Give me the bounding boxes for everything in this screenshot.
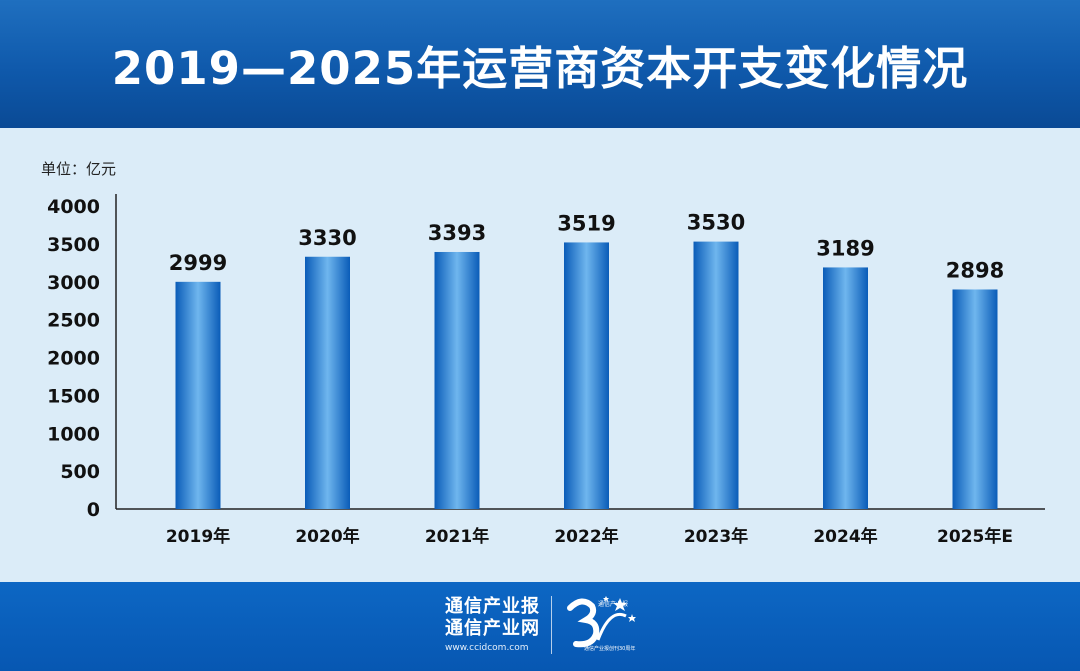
data-label: 3189 [816, 236, 874, 260]
page-title: 2019—2025年运营商资本开支变化情况 [111, 41, 969, 95]
footer-divider [551, 596, 552, 654]
title-banner: 2019—2025年运营商资本开支变化情况 [0, 0, 1080, 128]
data-label: 3530 [687, 211, 745, 235]
y-tick-label: 1500 [47, 385, 100, 407]
bar [823, 267, 868, 509]
bar [175, 281, 221, 509]
y-tick-label: 1000 [47, 423, 100, 445]
x-tick-label: 2020年 [295, 526, 359, 547]
bar [564, 242, 609, 510]
data-label: 3393 [428, 221, 486, 245]
data-label: 3330 [298, 226, 356, 250]
data-label: 2999 [169, 251, 227, 275]
x-tick-label: 2024年 [813, 526, 877, 547]
anniversary-logo-icon [567, 596, 636, 648]
data-label: 2898 [946, 258, 1004, 282]
bar [434, 251, 480, 509]
brand-url: www.ccidcom.com [445, 643, 529, 653]
brand-name-1: 通信产业报 [445, 596, 540, 617]
brand-block: 通信产业报 通信产业网 www.ccidcom.com [445, 596, 540, 654]
bar-chart: 0 500 1000 1500 2000 2500 3000 3500 4000 2999 201… [47, 194, 1045, 547]
bar [305, 256, 350, 509]
x-tick-label: 2025年E [937, 526, 1013, 547]
y-tick-label: 3500 [47, 234, 100, 256]
anniversary-caption: 通信产业报 [598, 601, 629, 608]
y-tick-label: 0 [87, 499, 100, 521]
y-tick-label: 4000 [47, 196, 100, 218]
y-tick-label: 3000 [47, 272, 100, 294]
brand-name-2: 通信产业网 [445, 618, 540, 639]
data-label: 3519 [557, 211, 615, 235]
x-tick-label: 2019年 [166, 526, 230, 547]
bar [693, 241, 739, 510]
x-tick-label: 2021年 [425, 526, 489, 547]
x-tick-label: 2023年 [684, 526, 748, 547]
y-tick-label: 2500 [47, 310, 100, 332]
y-tick-label: 500 [60, 461, 100, 483]
y-tick-label: 2000 [47, 348, 100, 370]
unit-label: 单位：亿元 [41, 160, 117, 178]
anniversary-tagline: 通信产业报创刊30周年 [584, 646, 636, 652]
bar [952, 289, 998, 509]
x-tick-label: 2022年 [554, 526, 618, 547]
footer-banner: 通信产业报 通信产业网 www.ccidcom.com 通信产业报 通信产业报创… [0, 582, 1080, 671]
